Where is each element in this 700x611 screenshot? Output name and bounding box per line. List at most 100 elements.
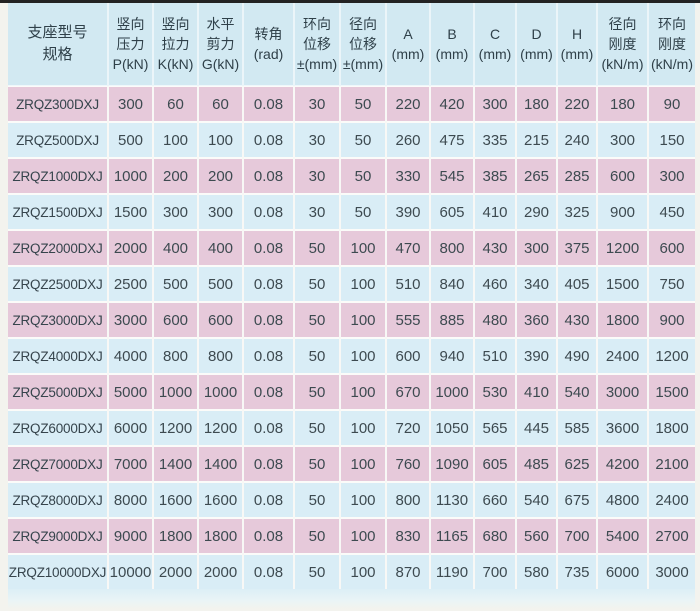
cell-horizontal-shear: 100 bbox=[197, 121, 243, 158]
cell-model: ZRQZ2500DXJ bbox=[8, 265, 108, 302]
cell-model: ZRQZ8000DXJ bbox=[8, 481, 108, 518]
cell-model: ZRQZ1500DXJ bbox=[8, 193, 108, 230]
cell-hoop-stiffness: 2100 bbox=[647, 445, 695, 482]
cell-radial-displacement: 50 bbox=[339, 157, 386, 194]
cell-horizontal-shear: 300 bbox=[197, 193, 243, 230]
column-header-hoop-stiffness: 环向 刚度 (kN/m) bbox=[647, 3, 695, 86]
cell-dim-d: 390 bbox=[515, 337, 557, 374]
cell-hoop-displacement: 50 bbox=[293, 265, 340, 302]
column-header-vertical-pressure: 竖向 压力 P(kN) bbox=[107, 3, 153, 86]
cell-hoop-displacement: 50 bbox=[293, 445, 340, 482]
header-line: (mm) bbox=[435, 46, 469, 62]
cell-model: ZRQZ9000DXJ bbox=[8, 517, 108, 554]
table-header: 支座型号 规格 竖向 压力 P(kN) 竖向 拉力 K(kN) 水平 剪力 G(kN) 转角 (rad)… bbox=[8, 3, 695, 86]
cell-dim-c: 430 bbox=[473, 229, 516, 266]
cell-radial-displacement: 50 bbox=[339, 85, 386, 122]
cell-vertical-pressure: 2500 bbox=[107, 265, 153, 302]
cell-dim-a: 470 bbox=[385, 229, 430, 266]
cell-dim-a: 870 bbox=[385, 553, 430, 589]
cell-rotation-angle: 0.08 bbox=[242, 445, 294, 482]
cell-radial-displacement: 100 bbox=[339, 409, 386, 446]
cell-hoop-displacement: 50 bbox=[293, 409, 340, 446]
cell-hoop-displacement: 30 bbox=[293, 157, 340, 194]
cell-radial-displacement: 100 bbox=[339, 301, 386, 338]
cell-vertical-tension: 1200 bbox=[152, 409, 198, 446]
cell-dim-d: 180 bbox=[515, 85, 557, 122]
header-line: P(kN) bbox=[112, 56, 149, 73]
cell-hoop-stiffness: 300 bbox=[647, 157, 695, 194]
cell-dim-d: 410 bbox=[515, 373, 557, 410]
cell-rotation-angle: 0.08 bbox=[242, 121, 294, 158]
header-line: C bbox=[489, 25, 501, 42]
cell-radial-stiffness: 2400 bbox=[596, 337, 648, 374]
cell-dim-d: 265 bbox=[515, 157, 557, 194]
table-row: ZRQZ1500DXJ 1500 300 300 0.08 30 50 390 605 410 29… bbox=[8, 193, 695, 230]
header-line: 拉力 bbox=[161, 35, 190, 52]
cell-dim-b: 885 bbox=[429, 301, 474, 338]
cell-dim-a: 800 bbox=[385, 481, 430, 518]
column-header-dim-h: H (mm) bbox=[556, 3, 597, 86]
cell-dim-h: 585 bbox=[556, 409, 597, 446]
header-line: 位移 bbox=[303, 35, 331, 52]
cell-vertical-tension: 300 bbox=[152, 193, 198, 230]
cell-horizontal-shear: 200 bbox=[197, 157, 243, 194]
cell-hoop-stiffness: 2400 bbox=[647, 481, 695, 518]
column-header-dim-c: C (mm) bbox=[473, 3, 516, 86]
header-line: A bbox=[403, 25, 413, 42]
cell-dim-a: 390 bbox=[385, 193, 430, 230]
header-line: 压力 bbox=[116, 35, 145, 52]
cell-dim-a: 555 bbox=[385, 301, 430, 338]
cell-vertical-pressure: 300 bbox=[107, 85, 153, 122]
table-row: ZRQZ5000DXJ 5000 1000 1000 0.08 50 100 670 1000 5… bbox=[8, 373, 695, 410]
cell-dim-d: 445 bbox=[515, 409, 557, 446]
cell-dim-c: 660 bbox=[473, 481, 516, 518]
table-row: ZRQZ2500DXJ 2500 500 500 0.08 50 100 510 840 460 3… bbox=[8, 265, 695, 302]
cell-radial-stiffness: 600 bbox=[596, 157, 648, 194]
cell-horizontal-shear: 400 bbox=[197, 229, 243, 266]
header-line: 刚度 bbox=[658, 35, 686, 52]
cell-radial-displacement: 100 bbox=[339, 373, 386, 410]
cell-dim-h: 540 bbox=[556, 373, 597, 410]
cell-rotation-angle: 0.08 bbox=[242, 481, 294, 518]
cell-vertical-pressure: 10000 bbox=[107, 553, 153, 589]
cell-radial-stiffness: 3000 bbox=[596, 373, 648, 410]
cell-vertical-pressure: 4000 bbox=[107, 337, 153, 374]
cell-vertical-pressure: 1000 bbox=[107, 157, 153, 194]
cell-dim-b: 1090 bbox=[429, 445, 474, 482]
cell-radial-displacement: 100 bbox=[339, 553, 386, 589]
cell-dim-b: 420 bbox=[429, 85, 474, 122]
cell-model: ZRQZ2000DXJ bbox=[8, 229, 108, 266]
cell-dim-h: 490 bbox=[556, 337, 597, 374]
cell-dim-h: 700 bbox=[556, 517, 597, 554]
cell-dim-d: 540 bbox=[515, 481, 557, 518]
cell-dim-b: 605 bbox=[429, 193, 474, 230]
column-header-hoop-displacement: 环向 位移 ±(mm) bbox=[293, 3, 340, 86]
cell-radial-stiffness: 1500 bbox=[596, 265, 648, 302]
cell-dim-b: 840 bbox=[429, 265, 474, 302]
table-row: ZRQZ2000DXJ 2000 400 400 0.08 50 100 470 800 430 3… bbox=[8, 229, 695, 266]
cell-dim-d: 300 bbox=[515, 229, 557, 266]
cell-vertical-tension: 60 bbox=[152, 85, 198, 122]
table-row: ZRQZ3000DXJ 3000 600 600 0.08 50 100 555 885 480 3… bbox=[8, 301, 695, 338]
cell-horizontal-shear: 1200 bbox=[197, 409, 243, 446]
cell-dim-h: 220 bbox=[556, 85, 597, 122]
table-body: ZRQZ300DXJ 300 60 60 0.08 30 50 220 420 300 180 220… bbox=[8, 85, 695, 589]
cell-model: ZRQZ500DXJ bbox=[8, 121, 108, 158]
table-row: ZRQZ9000DXJ 9000 1800 1800 0.08 50 100 830 1165 6… bbox=[8, 517, 695, 554]
cell-radial-stiffness: 180 bbox=[596, 85, 648, 122]
cell-hoop-stiffness: 90 bbox=[647, 85, 695, 122]
cell-hoop-displacement: 50 bbox=[293, 517, 340, 554]
spec-table-scan: 支座型号 规格 竖向 压力 P(kN) 竖向 拉力 K(kN) 水平 剪力 G(kN) 转角 (rad)… bbox=[8, 3, 695, 609]
cell-vertical-pressure: 2000 bbox=[107, 229, 153, 266]
cell-radial-stiffness: 1200 bbox=[596, 229, 648, 266]
cell-dim-h: 240 bbox=[556, 121, 597, 158]
cell-model: ZRQZ1000DXJ bbox=[8, 157, 108, 194]
cell-hoop-displacement: 50 bbox=[293, 301, 340, 338]
cell-vertical-pressure: 9000 bbox=[107, 517, 153, 554]
cell-vertical-pressure: 7000 bbox=[107, 445, 153, 482]
cell-vertical-tension: 100 bbox=[152, 121, 198, 158]
cell-hoop-displacement: 50 bbox=[293, 229, 340, 266]
cell-radial-stiffness: 3600 bbox=[596, 409, 648, 446]
cell-dim-a: 330 bbox=[385, 157, 430, 194]
cell-dim-a: 510 bbox=[385, 265, 430, 302]
